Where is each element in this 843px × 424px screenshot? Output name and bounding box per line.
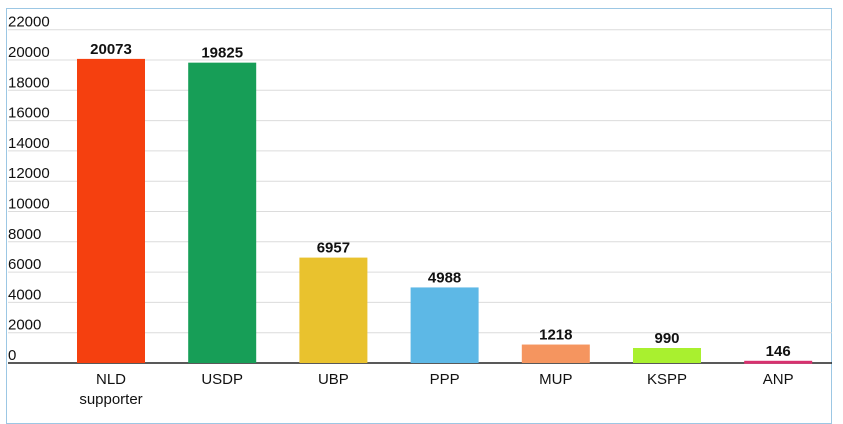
- y-tick-label: 0: [8, 347, 16, 364]
- y-tick-label: 22000: [8, 14, 50, 31]
- y-tick-label: 6000: [8, 256, 41, 273]
- x-tick-label: KSPP: [647, 371, 687, 388]
- x-tick-label: NLD supporter: [79, 371, 142, 408]
- y-tick-label: 10000: [8, 196, 50, 213]
- x-axis: NLD supporter USDP UBP PPP MUP KSPP ANP: [79, 371, 793, 408]
- bar: [77, 58, 145, 364]
- data-label: 6957: [317, 240, 350, 257]
- data-label: 990: [654, 330, 679, 347]
- x-tick-label: UBP: [318, 371, 349, 388]
- bar: [633, 348, 701, 363]
- bar: [521, 344, 590, 363]
- y-tick-label: 16000: [8, 105, 50, 122]
- bar: [410, 287, 479, 363]
- data-label: 19825: [201, 45, 243, 62]
- y-tick-label: 12000: [8, 165, 50, 182]
- x-tick-label: MUP: [539, 371, 572, 388]
- y-tick-label: 4000: [8, 286, 41, 303]
- y-tick-label: 2000: [8, 317, 41, 334]
- x-tick-label: PPP: [430, 371, 460, 388]
- value-labels: 20073 19825 6957 4988 1218 990 146: [90, 41, 791, 360]
- x-tick-label: ANP: [763, 371, 794, 388]
- bar: [299, 257, 368, 363]
- y-tick-label: 18000: [8, 74, 50, 91]
- bars: [77, 58, 813, 364]
- y-tick-label: 20000: [8, 44, 50, 61]
- data-label: 4988: [428, 269, 461, 286]
- y-tick-label: 14000: [8, 135, 50, 152]
- data-label: 1218: [539, 327, 572, 344]
- y-tick-label: 8000: [8, 226, 41, 243]
- x-tick-label: USDP: [201, 371, 243, 388]
- bar: [744, 360, 813, 364]
- y-axis: 0 2000 4000 6000 8000 10000 12000 14000 16000 180…: [8, 14, 50, 364]
- data-label: 20073: [90, 41, 132, 58]
- bar: [188, 62, 257, 364]
- data-label: 146: [766, 343, 791, 360]
